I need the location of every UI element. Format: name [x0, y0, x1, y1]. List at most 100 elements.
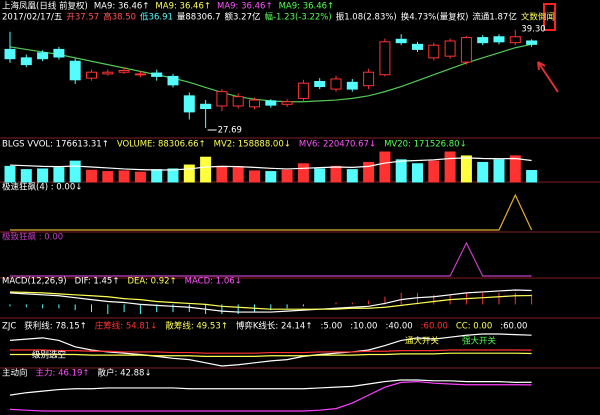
candle-body — [37, 52, 49, 60]
candle-body — [379, 41, 391, 76]
volume-bar — [428, 160, 440, 183]
volume-bar — [477, 161, 489, 183]
candle-body — [493, 36, 505, 43]
volume-bar — [37, 168, 49, 183]
label: 开37.57 — [66, 13, 99, 23]
volume-bar — [330, 165, 342, 183]
high-label: 39.30 — [521, 25, 545, 35]
candle-body — [4, 48, 16, 60]
candle-body — [249, 99, 260, 108]
candle-body — [314, 80, 326, 88]
volume-bar — [249, 170, 260, 183]
label: 散户: 42.88↓ — [98, 368, 152, 379]
label: 额3.27亿 — [225, 12, 261, 23]
label: MV20: 171526.80↓ — [384, 140, 467, 150]
label: 振1.08(2.83%) — [336, 12, 397, 23]
label: 流通1.87亿 — [472, 12, 516, 23]
candle-body — [428, 44, 440, 59]
indicator-line — [9, 291, 532, 310]
label: 2017/02/17/五 — [2, 13, 63, 23]
label: MV6: 220470.67↓ — [299, 140, 376, 150]
volume-bar — [183, 164, 195, 183]
candle-body — [460, 37, 472, 63]
volume-bar — [460, 155, 472, 183]
label: MACD: 1.06↓ — [185, 277, 242, 287]
candle-body — [297, 82, 309, 99]
label: MV2: 158888.00↓ — [214, 140, 291, 150]
label: BLGS VVOL: 176613.31↑ — [2, 140, 109, 150]
volume-bar — [118, 170, 130, 183]
indicator-line — [9, 157, 532, 171]
volume-bar — [69, 160, 81, 183]
volume-bar — [216, 165, 228, 183]
volume-bar — [86, 169, 97, 183]
label: 主动向 — [2, 368, 28, 379]
volume-bar — [4, 165, 16, 183]
volume-bar — [53, 167, 65, 183]
indicator-line — [9, 380, 532, 412]
candle-body — [102, 71, 114, 75]
candle-body — [526, 40, 538, 45]
highlight-box — [543, 3, 556, 31]
low-label: 27.69 — [218, 126, 242, 136]
volume-bar — [20, 169, 32, 183]
volume-bar — [314, 168, 326, 183]
label: :60.00 — [421, 322, 448, 332]
volume-bar — [297, 163, 309, 183]
pointer-arrow — [537, 61, 559, 93]
candle-body — [232, 96, 244, 107]
indicator-line — [9, 333, 532, 367]
volume-bar — [412, 163, 423, 183]
candle-body — [477, 37, 489, 44]
candle-body — [118, 70, 130, 73]
candle-body — [395, 38, 407, 44]
note: 通大开关 — [405, 336, 440, 347]
label: 获利线: 78.15↑ — [24, 321, 87, 332]
label: 低36.91 — [140, 12, 173, 23]
label: DEA: 0.92↑ — [127, 277, 176, 287]
label: 量88306.7 — [177, 13, 221, 23]
label: :10.00 — [350, 322, 377, 332]
volume-bar — [363, 161, 375, 183]
label: :40.00 — [385, 322, 412, 332]
candle-body — [363, 71, 375, 87]
indicator-line — [10, 349, 532, 354]
label: 散筹线: 49.53↑ — [165, 321, 228, 332]
label: CC: 0.00 — [456, 322, 492, 332]
label: 高38.50 — [103, 12, 136, 23]
indicator-line — [10, 241, 532, 277]
volume-bar — [395, 159, 407, 183]
volume-bar — [526, 169, 538, 183]
label: MA9: 36.46↑ — [217, 2, 273, 12]
candle-body — [134, 73, 146, 76]
label: :5.00 — [320, 322, 342, 332]
label: VOLUME: 88306.66↑ — [117, 140, 206, 150]
candle-body — [509, 36, 521, 44]
label: 换4.73%(量复权) — [401, 12, 469, 23]
candle-body — [444, 40, 456, 57]
volume-bar — [444, 151, 456, 183]
label: 极致狂飙 : 0.00 — [2, 232, 63, 243]
label: MACD(12,26,9) — [2, 277, 67, 287]
volume-bar — [232, 167, 244, 183]
note: 强大开关 — [462, 336, 497, 347]
volume-bar — [167, 168, 179, 183]
candle-body — [86, 71, 97, 79]
label: 庄筹线: 54.81↓ — [95, 321, 158, 332]
volume-bar — [265, 171, 277, 183]
label: ZJC — [2, 322, 16, 332]
label: MA9: 36.46↑ — [279, 2, 335, 12]
label: 上海凤凰(日线 前复权) — [2, 1, 88, 12]
volume-bar — [493, 159, 505, 183]
candle-body — [216, 91, 228, 107]
candle-body — [167, 75, 179, 86]
label: 文数倒闻 — [521, 12, 555, 23]
label: MA9: 36.46↑ — [94, 2, 150, 12]
volume-bar — [281, 169, 293, 183]
volume-bar — [509, 155, 521, 183]
label: 极速狂飙(4) : 0.00↓ — [2, 182, 82, 193]
volume-bar — [134, 171, 146, 183]
candle-body — [53, 48, 65, 58]
